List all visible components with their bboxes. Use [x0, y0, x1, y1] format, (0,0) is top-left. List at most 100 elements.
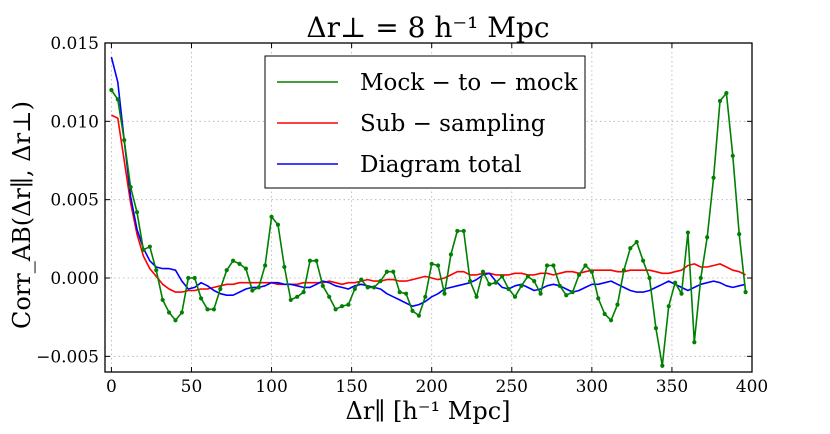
data-point-mock-to-mock [436, 263, 441, 268]
data-point-mock-to-mock [282, 264, 287, 270]
data-point-mock-to-mock [192, 275, 197, 281]
y-tick-label: −0.005 [36, 347, 99, 367]
data-point-mock-to-mock [384, 269, 389, 274]
data-point-mock-to-mock [743, 290, 748, 295]
data-point-mock-to-mock [333, 307, 338, 312]
data-point-mock-to-mock [122, 138, 127, 143]
data-point-mock-to-mock [327, 294, 332, 299]
data-point-mock-to-mock [205, 307, 210, 312]
data-point-mock-to-mock [134, 210, 140, 215]
data-point-mock-to-mock [621, 268, 626, 273]
data-point-mock-to-mock [551, 263, 556, 268]
data-point-mock-to-mock [314, 258, 319, 263]
chart-title: Δr⊥ = 8 h⁻¹ Mpc [306, 11, 549, 44]
data-point-mock-to-mock [730, 153, 735, 158]
data-point-mock-to-mock [532, 279, 537, 284]
data-point-mock-to-mock [717, 98, 723, 104]
data-point-mock-to-mock [423, 294, 428, 299]
data-point-mock-to-mock [173, 318, 178, 323]
data-point-mock-to-mock [243, 266, 249, 271]
y-tick-label: 0.005 [50, 191, 99, 211]
data-point-mock-to-mock [570, 290, 575, 295]
x-tick-label: 0 [106, 377, 117, 397]
x-tick-label: 50 [181, 377, 203, 397]
data-point-mock-to-mock [692, 340, 697, 345]
data-point-mock-to-mock [544, 263, 550, 268]
data-point-mock-to-mock [109, 87, 114, 93]
data-point-mock-to-mock [365, 285, 370, 290]
data-point-mock-to-mock [442, 291, 447, 296]
data-point-mock-to-mock [634, 239, 639, 245]
data-point-mock-to-mock [480, 269, 486, 274]
data-point-mock-to-mock [448, 252, 454, 257]
data-point-mock-to-mock [339, 304, 345, 309]
data-point-mock-to-mock [519, 283, 524, 288]
data-point-mock-to-mock [724, 91, 729, 96]
data-point-mock-to-mock [179, 310, 184, 315]
x-tick-label: 200 [415, 377, 447, 397]
data-point-mock-to-mock [500, 274, 505, 279]
x-tick-label: 250 [496, 377, 528, 397]
data-point-mock-to-mock [506, 286, 511, 292]
data-point-mock-to-mock [410, 308, 415, 313]
x-axis-title: Δr∥ [h⁻¹ Mpc] [346, 397, 511, 425]
data-point-mock-to-mock [589, 269, 594, 274]
data-point-mock-to-mock [416, 313, 421, 318]
data-point-mock-to-mock [359, 277, 364, 282]
data-point-mock-to-mock [352, 286, 357, 292]
legend-box [264, 55, 586, 189]
legend: Mock − to − mock Sub − sampling Diagram to… [264, 55, 586, 189]
data-point-mock-to-mock [301, 290, 306, 295]
data-point-mock-to-mock [160, 297, 165, 303]
data-point-mock-to-mock [275, 222, 281, 227]
data-point-mock-to-mock [660, 363, 665, 368]
y-tick-label: 0.010 [50, 112, 99, 132]
data-point-mock-to-mock [564, 293, 569, 298]
data-point-mock-to-mock [115, 97, 120, 102]
data-point-mock-to-mock [461, 228, 466, 234]
data-point-mock-to-mock [378, 279, 383, 284]
legend-entries: Mock − to − mock Sub − sampling Diagram to… [277, 70, 579, 178]
series-line-mock-to-mock [110, 89, 747, 367]
data-point-mock-to-mock [263, 263, 268, 268]
data-point-mock-to-mock [487, 282, 492, 287]
data-point-mock-to-mock [653, 326, 659, 331]
x-tick-label: 400 [736, 377, 768, 397]
x-tick-label: 150 [335, 377, 367, 397]
data-point-mock-to-mock [737, 232, 742, 237]
data-point-mock-to-mock [596, 296, 601, 301]
data-point-mock-to-mock [391, 269, 396, 274]
data-point-mock-to-mock [320, 283, 325, 288]
data-point-mock-to-mock [602, 311, 607, 317]
legend-label: Diagram total [360, 152, 521, 178]
data-point-mock-to-mock [128, 185, 133, 190]
data-point-mock-to-mock [673, 280, 678, 285]
data-point-mock-to-mock [685, 230, 691, 235]
data-point-mock-to-mock [256, 285, 261, 290]
tick-layer: 0 50 100 150 200 250 300 350 400 −0.005 0.000 0.005… [36, 34, 768, 397]
data-point-mock-to-mock [474, 294, 479, 299]
data-point-mock-to-mock [346, 302, 351, 307]
data-point-mock-to-mock [615, 302, 620, 307]
data-point-mock-to-mock [512, 294, 518, 299]
data-point-mock-to-mock [250, 288, 255, 293]
x-tick-label: 350 [656, 377, 688, 397]
data-point-mock-to-mock [576, 272, 582, 277]
data-point-mock-to-mock [211, 307, 217, 312]
series-line-diagram-total [110, 56, 746, 308]
data-point-mock-to-mock [429, 261, 434, 266]
data-point-mock-to-mock [154, 268, 159, 273]
data-point-mock-to-mock [628, 246, 633, 251]
data-point-mock-to-mock [288, 297, 293, 303]
data-point-mock-to-mock [237, 261, 242, 266]
data-point-mock-to-mock [403, 291, 409, 296]
plot-frame [104, 42, 753, 373]
data-point-mock-to-mock [679, 291, 684, 296]
data-point-mock-to-mock [371, 285, 377, 290]
data-point-mock-to-mock [141, 247, 146, 252]
data-point-mock-to-mock [525, 274, 530, 279]
y-axis-title: Corr_AB(Δr∥, Δr⊥) [8, 101, 36, 329]
data-point-mock-to-mock [269, 214, 274, 219]
